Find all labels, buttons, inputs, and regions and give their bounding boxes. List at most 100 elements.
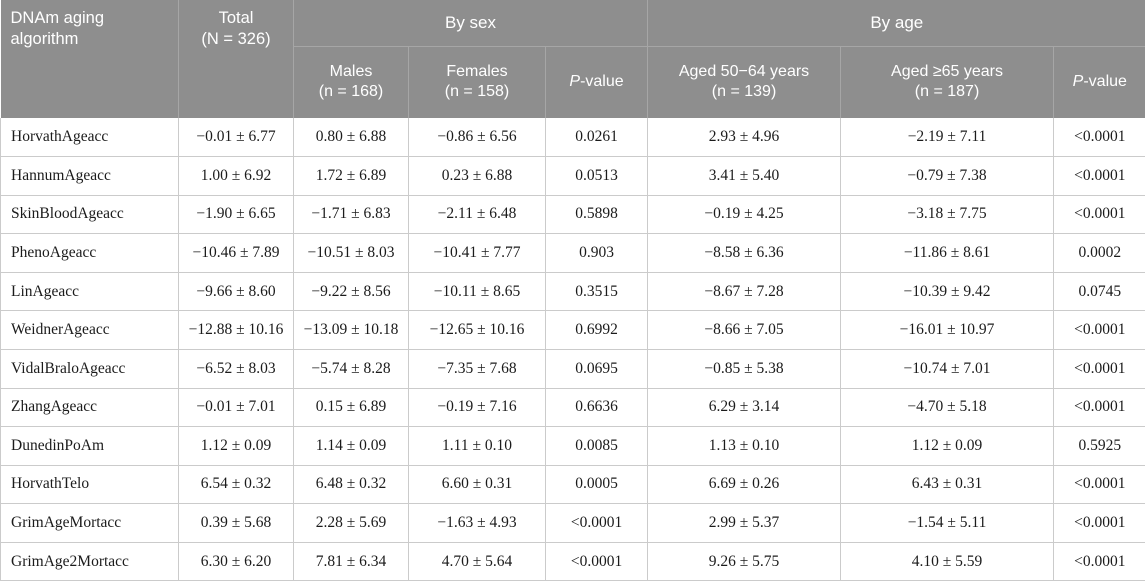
table-row: WeidnerAgeacc −12.88 ± 10.16 −13.09 ± 10… xyxy=(0,310,1145,350)
algorithm-name: LinAgeacc xyxy=(0,271,179,312)
total-value: 1.12 ± 0.09 xyxy=(178,426,294,466)
header-males-line1: Males xyxy=(329,62,373,80)
header-algorithm-line1: DNAm aging xyxy=(10,9,105,27)
table-row: GrimAgeMortacc 0.39 ± 5.68 2.28 ± 5.69 −… xyxy=(0,503,1145,543)
aged-50-64-value: 3.41 ± 5.40 xyxy=(647,156,842,196)
males-value: 1.14 ± 0.09 xyxy=(293,426,409,466)
p-value-age: <0.0001 xyxy=(1053,387,1145,428)
males-value: −10.51 ± 8.03 xyxy=(293,233,409,273)
aged-50-64-value: 9.26 ± 5.75 xyxy=(647,541,842,581)
p-value-sex: 0.6992 xyxy=(544,310,649,350)
table-row: HannumAgeacc 1.00 ± 6.92 1.72 ± 6.89 0.2… xyxy=(0,156,1145,196)
p-value-sex: 0.0513 xyxy=(544,156,649,196)
aged-50-64-value: −8.66 ± 7.05 xyxy=(647,310,842,350)
table-row: PhenoAgeacc −10.46 ± 7.89 −10.51 ± 8.03 … xyxy=(0,233,1145,273)
aged-50-64-value: 2.99 ± 5.37 xyxy=(647,503,842,543)
header-aged-65plus-line2: (n = 187) xyxy=(914,83,980,101)
header-pvalue-sex-rest: -value xyxy=(580,73,624,91)
p-value-age: <0.0001 xyxy=(1053,118,1145,158)
table-body: HorvathAgeacc −0.01 ± 6.77 0.80 ± 6.88 −… xyxy=(0,118,1145,581)
aged-50-64-value: −8.58 ± 6.36 xyxy=(647,233,842,273)
aged-65plus-value: 1.12 ± 0.09 xyxy=(840,426,1055,466)
table-row: ZhangAgeacc −0.01 ± 7.01 0.15 ± 6.89 −0.… xyxy=(0,387,1145,428)
total-value: 6.30 ± 6.20 xyxy=(178,541,294,581)
header-aged-50-64-line1: Aged 50−64 years xyxy=(678,62,810,80)
table-row: HorvathTelo 6.54 ± 0.32 6.48 ± 0.32 6.60… xyxy=(0,464,1145,505)
aged-65plus-value: −2.19 ± 7.11 xyxy=(840,118,1055,158)
aged-65plus-value: −4.70 ± 5.18 xyxy=(840,387,1055,428)
females-value: −1.63 ± 4.93 xyxy=(408,503,546,543)
aged-50-64-value: −0.19 ± 4.25 xyxy=(647,194,842,235)
p-value-age: 0.5925 xyxy=(1053,426,1145,466)
females-value: −12.65 ± 10.16 xyxy=(408,310,546,350)
algorithm-name: VidalBraloAgeacc xyxy=(0,348,179,389)
table-row: LinAgeacc −9.66 ± 8.60 −9.22 ± 8.56 −10.… xyxy=(0,271,1145,312)
females-value: 0.23 ± 6.88 xyxy=(408,156,546,196)
males-value: 6.48 ± 0.32 xyxy=(293,464,409,505)
aged-65plus-value: −1.54 ± 5.11 xyxy=(840,503,1055,543)
header-algorithm-line2: algorithm xyxy=(10,30,79,49)
aged-65plus-value: −16.01 ± 10.97 xyxy=(840,310,1055,350)
males-value: 1.72 ± 6.89 xyxy=(293,156,409,196)
header-total: Total (N = 326) xyxy=(178,0,294,118)
males-value: 0.15 ± 6.89 xyxy=(293,387,409,428)
total-value: −1.90 ± 6.65 xyxy=(178,194,294,235)
p-value-sex: 0.903 xyxy=(544,233,649,273)
females-value: −2.11 ± 6.48 xyxy=(408,194,546,235)
p-value-sex: 0.6636 xyxy=(544,387,649,428)
header-males: Males (n = 168) xyxy=(293,46,409,118)
p-value-age: <0.0001 xyxy=(1053,503,1145,543)
females-value: −0.19 ± 7.16 xyxy=(408,387,546,428)
females-value: 6.60 ± 0.31 xyxy=(408,464,546,505)
aged-65plus-value: −10.74 ± 7.01 xyxy=(840,348,1055,389)
males-value: −1.71 ± 6.83 xyxy=(293,194,409,235)
header-males-line2: (n = 168) xyxy=(318,83,384,101)
males-value: −5.74 ± 8.28 xyxy=(293,348,409,389)
females-value: −7.35 ± 7.68 xyxy=(408,348,546,389)
p-value-age: <0.0001 xyxy=(1053,156,1145,196)
aged-50-64-value: 2.93 ± 4.96 xyxy=(647,118,842,158)
total-value: 1.00 ± 6.92 xyxy=(178,156,294,196)
p-value-age: 0.0745 xyxy=(1053,271,1145,312)
total-value: 0.39 ± 5.68 xyxy=(178,503,294,543)
males-value: −13.09 ± 10.18 xyxy=(293,310,409,350)
aged-65plus-value: −3.18 ± 7.75 xyxy=(840,194,1055,235)
p-value-sex: 0.3515 xyxy=(544,271,649,312)
p-value-sex: <0.0001 xyxy=(544,503,649,543)
algorithm-name: GrimAgeMortacc xyxy=(0,503,179,543)
header-females-line1: Females xyxy=(446,62,508,80)
total-value: −12.88 ± 10.16 xyxy=(178,310,294,350)
p-value-sex: 0.0261 xyxy=(544,118,649,158)
header-by-age: By age xyxy=(647,0,1145,47)
header-total-line2: (N = 326) xyxy=(201,30,271,49)
table-row: HorvathAgeacc −0.01 ± 6.77 0.80 ± 6.88 −… xyxy=(0,118,1145,158)
p-value-sex: 0.0695 xyxy=(544,348,649,389)
header-aged-65plus: Aged ≥65 years (n = 187) xyxy=(840,46,1055,118)
p-value-age: <0.0001 xyxy=(1053,194,1145,235)
algorithm-name: DunedinPoAm xyxy=(0,426,179,466)
table-row: DunedinPoAm 1.12 ± 0.09 1.14 ± 0.09 1.11… xyxy=(0,426,1145,466)
aged-65plus-value: 4.10 ± 5.59 xyxy=(840,541,1055,581)
header-females-line2: (n = 158) xyxy=(444,83,510,101)
p-value-sex: 0.0085 xyxy=(544,426,649,466)
total-value: −9.66 ± 8.60 xyxy=(178,271,294,312)
aged-65plus-value: −10.39 ± 9.42 xyxy=(840,271,1055,312)
aged-50-64-value: −8.67 ± 7.28 xyxy=(647,271,842,312)
p-value-age: <0.0001 xyxy=(1053,348,1145,389)
algorithm-name: HorvathAgeacc xyxy=(0,118,179,158)
males-value: −9.22 ± 8.56 xyxy=(293,271,409,312)
header-pvalue-sex-p: P xyxy=(569,73,581,91)
males-value: 7.81 ± 6.34 xyxy=(293,541,409,581)
aged-65plus-value: −0.79 ± 7.38 xyxy=(840,156,1055,196)
table-row: SkinBloodAgeacc −1.90 ± 6.65 −1.71 ± 6.8… xyxy=(0,194,1145,235)
p-value-age: <0.0001 xyxy=(1053,541,1145,581)
algorithm-name: PhenoAgeacc xyxy=(0,233,179,273)
females-value: 1.11 ± 0.10 xyxy=(408,426,546,466)
total-value: 6.54 ± 0.32 xyxy=(178,464,294,505)
p-value-age: 0.0002 xyxy=(1053,233,1145,273)
header-algorithm: DNAm aging algorithm xyxy=(0,0,179,118)
aged-65plus-value: −11.86 ± 8.61 xyxy=(840,233,1055,273)
total-value: −0.01 ± 7.01 xyxy=(178,387,294,428)
algorithm-name: GrimAge2Mortacc xyxy=(0,541,179,581)
